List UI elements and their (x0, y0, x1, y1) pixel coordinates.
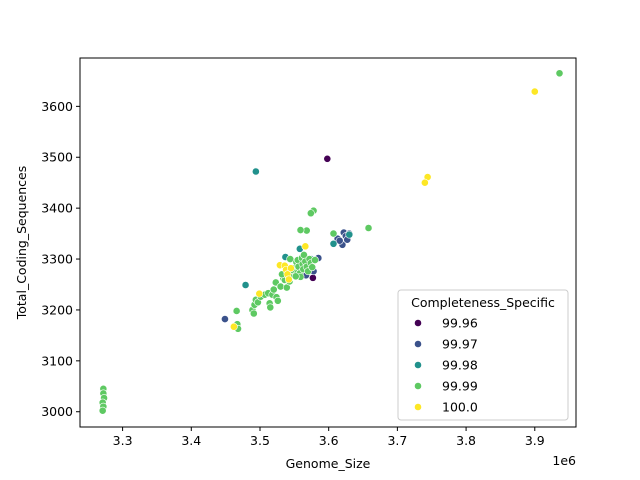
data-point-4-3 (301, 242, 310, 251)
y-tick-label: 3100 (41, 353, 73, 368)
data-point-3-12 (296, 226, 305, 234)
data-point-3-6 (555, 69, 564, 78)
data-point-4-2 (420, 178, 429, 187)
data-point-3-56 (291, 272, 300, 281)
legend-title: Completeness_Specific (411, 295, 555, 310)
legend-marker (414, 340, 422, 348)
data-point-1-10 (335, 236, 344, 245)
x-tick-label: 3.4 (181, 433, 201, 448)
data-point-4-11 (255, 289, 264, 298)
data-point-2-1 (241, 281, 250, 289)
data-point-3-27 (269, 285, 278, 294)
data-point-4-7 (286, 264, 295, 273)
legend-entries: 99.96 99.97 99.98 99.99 100.0 (414, 316, 478, 415)
y-axis-label: Total_Coding_Sequences (14, 166, 29, 321)
data-point-2-5 (345, 230, 354, 239)
y-tick-label: 3500 (41, 150, 73, 165)
data-point-4-0 (530, 87, 539, 96)
data-point-1-0 (221, 315, 229, 323)
data-point-3-25 (266, 303, 275, 312)
y-axis-ticks: 3000 3100 3200 3300 3400 3500 3600 (41, 99, 80, 419)
data-point-4-9 (284, 275, 293, 284)
points-layer (98, 69, 564, 415)
data-point-2-0 (251, 167, 260, 176)
x-axis-offset-label: 1e6 (552, 453, 576, 468)
data-point-3-17 (249, 309, 258, 318)
data-point-3-8 (329, 229, 338, 238)
x-axis-label: Genome_Size (286, 456, 371, 471)
data-point-3-54 (308, 263, 317, 272)
data-point-3-55 (311, 256, 319, 264)
x-tick-label: 3.3 (113, 433, 133, 448)
legend-entry-label: 100.0 (442, 400, 478, 415)
legend-entry-label: 99.97 (442, 337, 478, 352)
data-point-3-13 (232, 307, 241, 315)
y-tick-label: 3400 (41, 201, 73, 216)
data-point-3-36 (286, 255, 295, 263)
x-tick-label: 3.5 (250, 433, 270, 448)
data-point-3-10 (306, 209, 315, 218)
x-axis-ticks: 3.3 3.4 3.5 3.6 3.7 3.8 3.9 (113, 427, 545, 448)
legend-entry-label: 99.99 (442, 379, 478, 394)
y-tick-label: 3000 (41, 404, 73, 419)
x-tick-label: 3.9 (525, 433, 545, 448)
y-tick-label: 3300 (41, 252, 73, 267)
x-tick-label: 3.6 (319, 433, 339, 448)
data-point-0-0 (323, 154, 332, 163)
y-tick-label: 3200 (41, 302, 73, 317)
legend-entry-label: 99.98 (442, 358, 478, 373)
data-point-3-5 (98, 406, 107, 415)
legend-box (397, 289, 569, 421)
legend-entry-label: 99.96 (442, 316, 478, 331)
axes-frame (79, 57, 577, 428)
data-point-0-1 (308, 273, 317, 282)
legend-marker (414, 382, 422, 390)
legend: Completeness_Specific 99.9699.9799.9899.… (397, 289, 569, 421)
legend-marker (414, 319, 422, 327)
data-point-3-7 (364, 224, 373, 232)
data-point-4-10 (229, 322, 238, 331)
x-tick-label: 3.8 (456, 433, 476, 448)
data-point-3-30 (273, 296, 282, 305)
y-tick-label: 3600 (41, 99, 73, 114)
data-point-2-4 (329, 239, 338, 248)
legend-marker (414, 403, 422, 411)
legend-marker (414, 361, 422, 369)
x-tick-label: 3.7 (387, 433, 407, 448)
